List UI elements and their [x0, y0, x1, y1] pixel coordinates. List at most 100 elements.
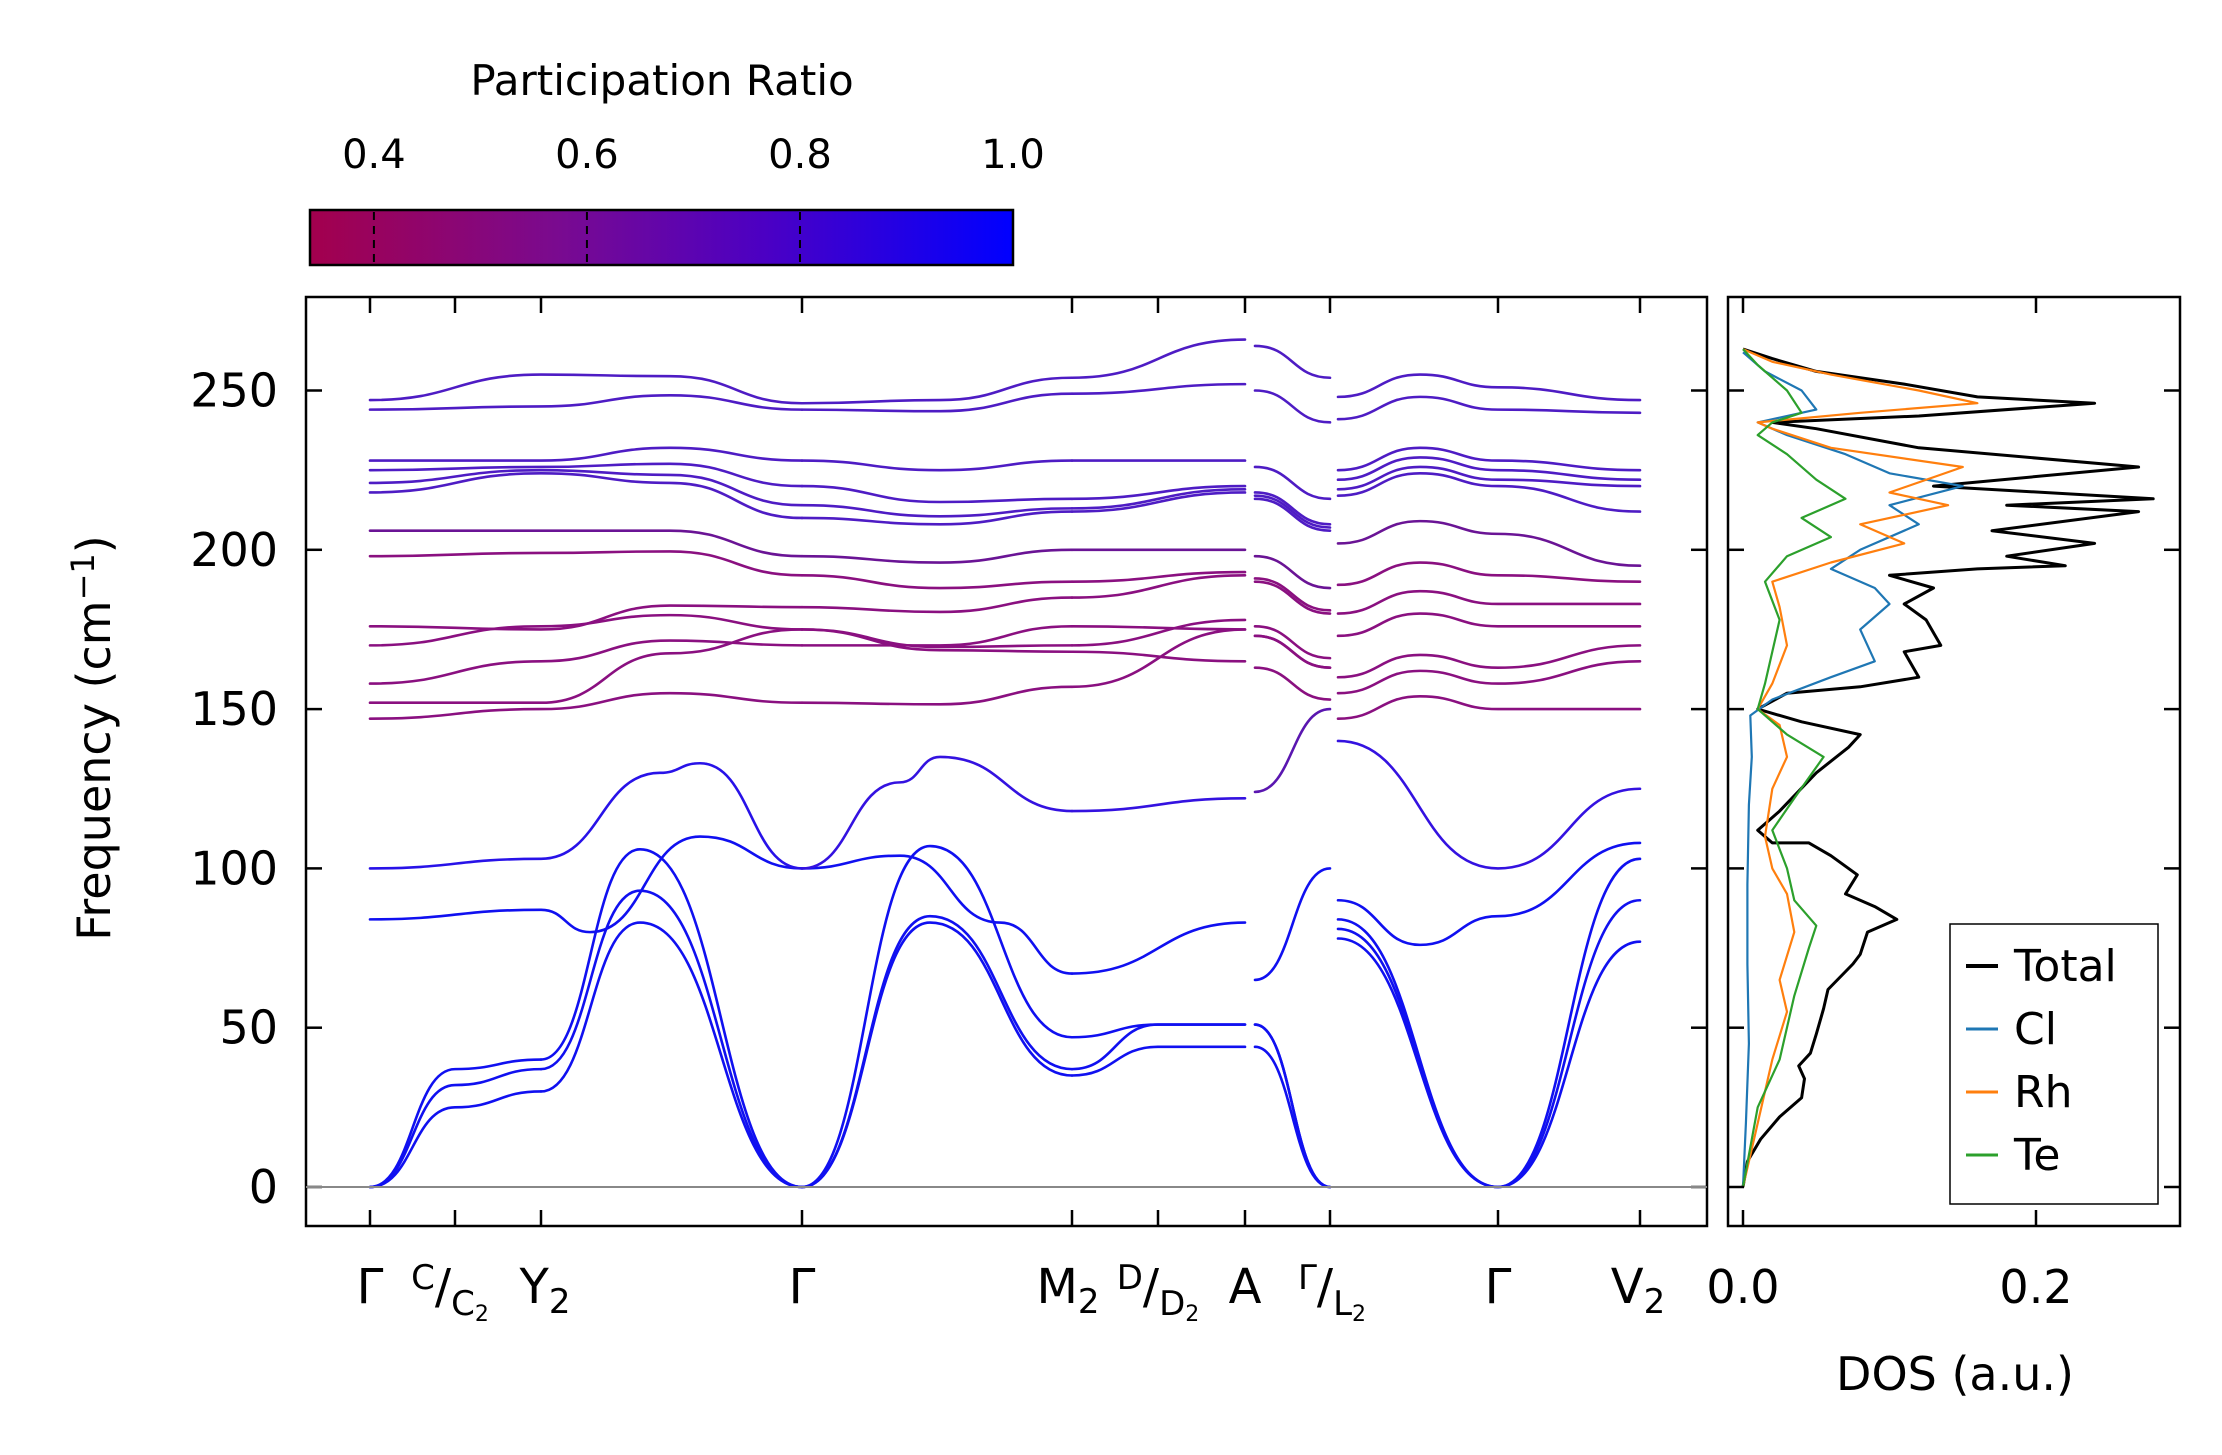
acoustic-branch [800, 921, 1074, 1189]
optical-branch [1253, 494, 1332, 529]
optical-branch [1253, 624, 1332, 660]
colorbar-title: Participation Ratio [470, 56, 853, 105]
acoustic-branch [1253, 1023, 1332, 1189]
optical-branch [1336, 841, 1642, 947]
x-label-c-c2-part: / [435, 1259, 452, 1315]
optical-branch [1070, 650, 1247, 663]
acoustic-branch [539, 921, 804, 1189]
optical-branch [1336, 739, 1642, 870]
x-label-y2: Y2 [519, 1259, 571, 1322]
x-label-c-c2-part: C [411, 1258, 435, 1298]
optical-branch [368, 613, 804, 647]
optical-branch [1336, 456, 1642, 482]
x-label-gamma-l2: Γ/L2 [1298, 1258, 1366, 1327]
optical-branch [1336, 660, 1642, 695]
acoustic-branch [1070, 1045, 1247, 1077]
optical-branch [1253, 577, 1332, 612]
acoustic-branch [1070, 1023, 1247, 1039]
y-axis-label-sup: −1 [64, 553, 102, 600]
optical-branch [368, 446, 804, 462]
x-label-d-d2-part: 2 [1185, 1302, 1199, 1327]
y-tick-label: 250 [190, 364, 278, 418]
x-label-m2-part: M [1036, 1259, 1077, 1315]
optical-branch [1253, 867, 1332, 982]
y-axis-label-close: ) [67, 535, 121, 553]
optical-branch [1253, 634, 1332, 669]
optical-branch [1336, 644, 1642, 679]
x-label-gamma-l2-part: 2 [1352, 1302, 1366, 1327]
optical-branch [1253, 465, 1332, 501]
optical-branch [800, 392, 1074, 413]
optical-branch [368, 604, 804, 631]
acoustic-branch [1336, 857, 1642, 1189]
acoustic-branch [1336, 898, 1642, 1189]
x-label-gamma-2-part: Γ [789, 1259, 816, 1315]
optical-branch [1070, 618, 1247, 647]
x-label-a: A [1229, 1259, 1262, 1315]
y-tick-label: 100 [190, 841, 278, 895]
dos-axes: 0.0 0.2 [1706, 297, 2180, 1314]
colorbar-ticks: 0.4 0.6 0.8 1.0 [342, 132, 1045, 263]
colorbar-tick-label: 0.4 [342, 132, 406, 178]
dos-x-tick-label: 0.2 [1999, 1260, 2072, 1314]
x-label-y2-part: Y [519, 1259, 550, 1315]
optical-branch [800, 854, 1074, 975]
optical-branch [1336, 373, 1642, 402]
x-label-d-d2-part: / [1143, 1259, 1160, 1315]
legend-label-te: Te [2013, 1130, 2060, 1181]
optical-branch [1070, 628, 1247, 689]
optical-branch [368, 373, 804, 405]
optical-branch [1253, 389, 1332, 424]
colorbar-tick-label: 1.0 [981, 132, 1045, 178]
optical-branch [1070, 570, 1247, 583]
x-label-c-c2-part: C [451, 1284, 475, 1324]
acoustic-branch [368, 1058, 543, 1189]
optical-branch [1336, 395, 1642, 421]
x-label-c-c2: C/C2 [411, 1258, 489, 1327]
optical-branch [1070, 487, 1247, 510]
optical-branch [368, 550, 804, 577]
dos-x-axis-label: DOS (a.u.) [1836, 1347, 2074, 1401]
acoustic-branch [1336, 918, 1642, 1189]
optical-branch [368, 835, 804, 934]
optical-branch [800, 628, 1074, 649]
x-label-gamma-1-part: Γ [357, 1259, 384, 1315]
x-label-m2-part: 2 [1078, 1282, 1100, 1322]
x-label-gamma-3-part: Γ [1485, 1259, 1512, 1315]
dos-lines [1741, 347, 2155, 1188]
optical-branch [368, 639, 804, 685]
optical-branch [368, 529, 804, 558]
optical-branch [800, 376, 1074, 405]
dos-x-tick-label: 0.0 [1706, 1260, 1779, 1314]
acoustic-branch [800, 844, 1074, 1189]
legend-label-total: Total [2013, 941, 2117, 992]
x-label-gamma-l2-part: L [1333, 1284, 1352, 1324]
y-axis-label: Frequency (cm−1) [64, 535, 121, 940]
x-label-m2: M2 [1036, 1259, 1099, 1322]
optical-branch [368, 472, 804, 520]
optical-branch [1070, 921, 1247, 975]
legend-label-cl: Cl [2014, 1004, 2057, 1055]
x-label-gamma-l2-part: / [1317, 1259, 1334, 1315]
dos-line-te [1741, 348, 1847, 1188]
optical-branch [800, 510, 1074, 526]
optical-branch [1070, 382, 1247, 395]
colorbar-tick-label: 0.8 [768, 132, 832, 178]
optical-branch [1253, 497, 1332, 532]
optical-branch [1336, 519, 1642, 568]
optical-branch [1070, 797, 1247, 813]
x-label-v2: V2 [1611, 1259, 1665, 1322]
x-label-d-d2-part: D [1117, 1258, 1143, 1298]
optical-branch [1070, 573, 1247, 599]
optical-branch [800, 503, 1074, 518]
dos-line-rh [1741, 348, 1979, 1188]
colorbar [308, 208, 1015, 267]
x-label-v2-part: V [1611, 1259, 1644, 1315]
optical-branch [800, 548, 1074, 564]
optical-branch [1253, 491, 1332, 526]
optical-branch [1070, 338, 1247, 380]
band-plot-frame [304, 295, 1709, 1228]
y-tick-label: 200 [190, 523, 278, 577]
y-tick-label: 150 [190, 682, 278, 736]
optical-branch [368, 691, 804, 720]
